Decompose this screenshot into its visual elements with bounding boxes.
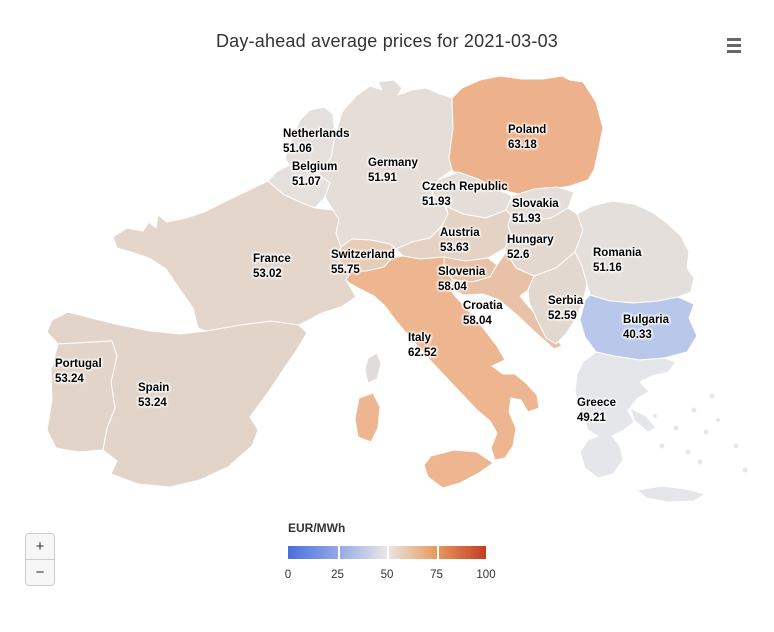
aegean-island[interactable]: [658, 442, 666, 450]
chart-title: Day-ahead average prices for 2021-03-03: [215, 31, 558, 51]
country-shape-greece[interactable]: [574, 351, 749, 503]
country-label-slovakia: Slovakia 51.93: [512, 198, 559, 225]
country-label-germany: Germany 51.91: [368, 157, 418, 184]
country-label-hungary: Hungary 52.6: [507, 234, 554, 261]
country-shape-netherlands[interactable]: [284, 106, 336, 175]
legend-tick-label: 0: [284, 569, 292, 581]
legend-tick-label: 25: [331, 569, 344, 581]
italy-mainland[interactable]: [345, 255, 540, 461]
country-shape-portugal[interactable]: [46, 340, 118, 453]
aegean-island[interactable]: [741, 466, 749, 474]
zoom-in-button[interactable]: +: [25, 533, 55, 560]
country-label-romania: Romania 51.16: [593, 247, 642, 274]
map-zoom-controls: + −: [25, 533, 55, 586]
country-label-serbia: Serbia 52.59: [548, 295, 584, 322]
aegean-island[interactable]: [672, 424, 680, 432]
country-label-portugal: Portugal 53.24: [55, 358, 102, 385]
aegean-island[interactable]: [684, 448, 692, 456]
aegean-island[interactable]: [690, 406, 698, 414]
country-label-italy: Italy 62.52: [408, 332, 437, 359]
legend-tick-label: 100: [476, 569, 496, 581]
sicily-island[interactable]: [423, 449, 494, 489]
legend-tick-mark: [387, 546, 389, 559]
legend-tick-mark: [436, 546, 439, 559]
legend-tick-label: 50: [380, 569, 394, 581]
country-label-belgium: Belgium 51.07: [292, 161, 338, 188]
color-axis-labels: 0 25 50 75 100: [284, 569, 496, 583]
corsica-island[interactable]: [364, 352, 382, 384]
country-shape-italy[interactable]: [345, 255, 540, 489]
greece-mainland[interactable]: [574, 351, 677, 479]
aegean-island[interactable]: [652, 413, 658, 419]
aegean-island[interactable]: [702, 428, 710, 436]
sardinia-island[interactable]: [354, 392, 381, 443]
crete-island[interactable]: [636, 485, 706, 503]
zoom-out-button[interactable]: −: [25, 559, 55, 586]
country-label-czech-republic: Czech Republic 51.93: [422, 181, 508, 208]
country-label-croatia: Croatia 58.04: [463, 300, 503, 327]
country-label-greece: Greece 49.21: [577, 397, 617, 424]
country-label-france: France 53.02: [253, 253, 291, 280]
country-shape-bulgaria[interactable]: [579, 294, 698, 361]
euboea-island[interactable]: [629, 407, 657, 433]
country-label-poland: Poland 63.18: [508, 124, 547, 151]
country-shape-romania[interactable]: [574, 200, 695, 304]
color-axis-gradient: [288, 546, 486, 559]
country-label-slovenia: Slovenia 58.04: [438, 266, 486, 293]
aegean-island[interactable]: [708, 392, 716, 400]
aegean-island[interactable]: [715, 417, 721, 423]
country-label-spain: Spain 53.24: [138, 382, 170, 409]
aegean-island[interactable]: [696, 458, 704, 466]
legend-title: EUR/MWh: [288, 521, 346, 535]
legend-tick-mark: [337, 546, 340, 559]
legend-tick-label: 75: [430, 569, 443, 581]
country-label-austria: Austria 53.63: [440, 227, 480, 254]
country-label-bulgaria: Bulgaria 40.33: [623, 314, 670, 341]
aegean-island[interactable]: [732, 442, 740, 450]
country-label-netherlands: Netherlands 51.06: [283, 128, 350, 155]
context-menu-button[interactable]: [727, 37, 743, 54]
country-label-switzerland: Switzerland 55.75: [331, 249, 395, 276]
